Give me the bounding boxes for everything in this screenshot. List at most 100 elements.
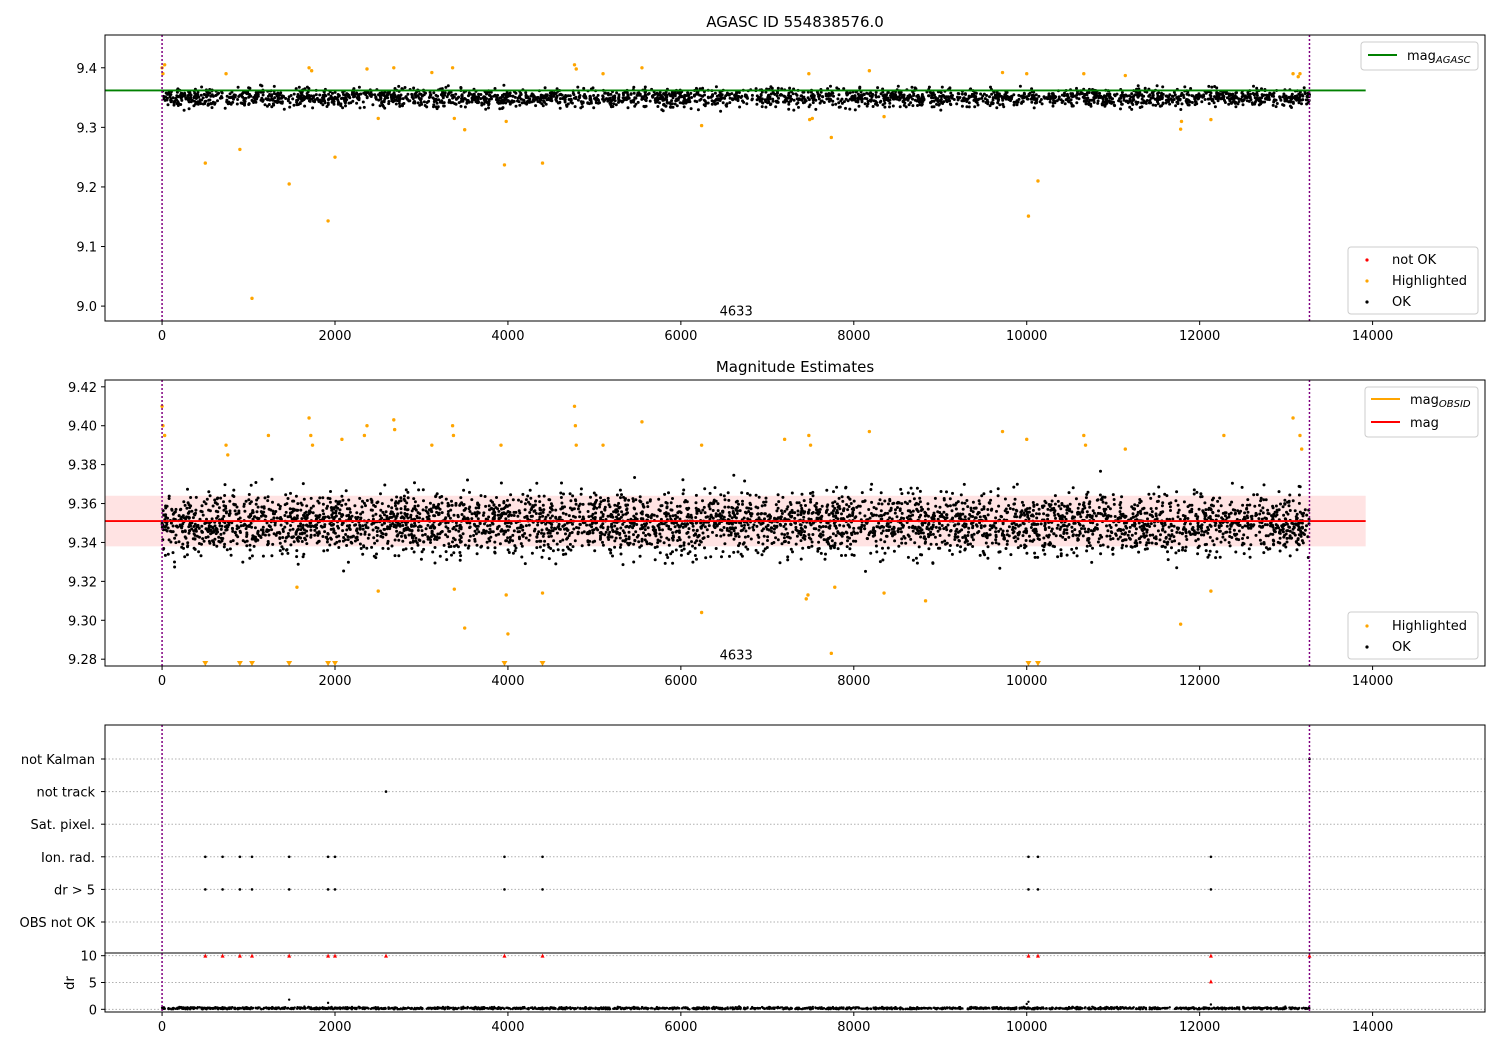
ok-point: [673, 525, 677, 529]
ok-point: [676, 539, 680, 542]
ok-point: [817, 540, 821, 544]
top-panel: AGASC ID 554838576.0 0 2000 4000 6000 8000 10…: [76, 13, 1486, 344]
ok-point: [550, 526, 554, 529]
ok-point: [645, 513, 649, 517]
ok-point: [477, 95, 481, 99]
ok-point: [911, 104, 915, 108]
legend-ok-label: OK: [1392, 295, 1411, 310]
ok-point: [404, 95, 408, 99]
ok-point: [225, 548, 229, 552]
ok-point: [915, 508, 919, 512]
ok-point: [815, 501, 819, 505]
ok-point: [801, 96, 805, 100]
ok-point: [903, 101, 907, 105]
ok-point: [1033, 551, 1037, 555]
ok-point: [758, 97, 762, 101]
ok-point: [1253, 96, 1257, 100]
ok-point: [226, 102, 230, 106]
ok-point: [573, 105, 577, 109]
ok-point: [1050, 92, 1054, 96]
ok-point: [1231, 95, 1235, 99]
ok-point: [755, 98, 759, 102]
ok-point: [845, 545, 849, 549]
ok-point: [923, 514, 927, 518]
ok-point: [1073, 94, 1077, 98]
highlighted-point: [250, 296, 254, 301]
ok-point: [1217, 509, 1220, 513]
ok-point: [1248, 92, 1252, 96]
ok-point: [1145, 524, 1149, 528]
ok-point: [863, 514, 867, 518]
y-tick-label: 9.4: [76, 62, 97, 77]
ok-point: [357, 85, 361, 89]
ok-point: [1083, 527, 1087, 531]
ok-point: [907, 103, 911, 107]
ok-point: [1052, 532, 1056, 536]
ok-point: [670, 99, 674, 103]
ok-point: [403, 86, 407, 89]
ok-point: [435, 101, 439, 105]
ok-point: [658, 101, 661, 105]
ok-point: [809, 498, 813, 501]
ok-point: [259, 528, 263, 532]
ok-point: [930, 105, 934, 109]
ok-point: [514, 510, 518, 514]
ok-point: [811, 490, 815, 494]
ok-point: [697, 543, 701, 547]
x-tick-label: 2000: [318, 329, 351, 344]
ok-point: [838, 105, 842, 109]
ok-point: [399, 511, 403, 515]
ok-point: [608, 96, 612, 100]
ok-point: [479, 545, 483, 549]
ok-point: [810, 96, 814, 100]
ok-point: [627, 498, 631, 502]
ok-point: [713, 91, 717, 95]
ok-point: [676, 97, 680, 101]
ok-point: [1031, 529, 1035, 532]
ok-point: [527, 523, 531, 527]
ok-point: [1285, 96, 1289, 100]
ok-point: [612, 102, 616, 106]
highlighted-point: [1123, 73, 1128, 78]
ok-point: [1150, 541, 1154, 545]
ok-point: [1103, 509, 1106, 513]
x-tick-label: 4000: [491, 329, 524, 344]
ok-point: [1091, 546, 1094, 550]
ok-point: [504, 517, 508, 521]
ok-point: [1258, 512, 1262, 516]
ok-point: [380, 531, 384, 535]
ok-point: [727, 498, 731, 502]
ok-point: [953, 538, 957, 541]
ok-point: [1092, 100, 1096, 104]
ok-point: [1227, 102, 1231, 106]
ok-point: [1183, 85, 1187, 89]
ok-point: [216, 99, 219, 103]
ok-point: [806, 96, 810, 100]
ok-point: [308, 99, 312, 103]
ok-point: [457, 529, 461, 533]
ok-point: [994, 95, 998, 99]
ok-point: [624, 512, 628, 516]
ok-point: [870, 95, 874, 99]
ok-point: [215, 544, 219, 548]
ok-point: [399, 93, 403, 97]
ok-point: [277, 94, 281, 97]
ok-point: [261, 554, 265, 558]
ok-point: [942, 100, 946, 104]
ok-point: [427, 96, 431, 99]
ok-point: [1067, 491, 1071, 495]
ok-point: [807, 105, 811, 109]
ok-point: [1119, 512, 1123, 516]
ok-point: [416, 101, 420, 105]
ok-point: [1205, 542, 1208, 546]
ok-point: [1085, 91, 1089, 95]
ok-point: [476, 101, 480, 105]
ok-point: [1237, 529, 1241, 533]
ok-point: [790, 97, 794, 101]
ok-point: [520, 544, 524, 548]
ok-point: [1215, 93, 1219, 97]
ok-point: [776, 86, 780, 90]
ok-point: [576, 532, 580, 536]
ok-point: [972, 98, 976, 102]
ok-point: [267, 103, 271, 106]
